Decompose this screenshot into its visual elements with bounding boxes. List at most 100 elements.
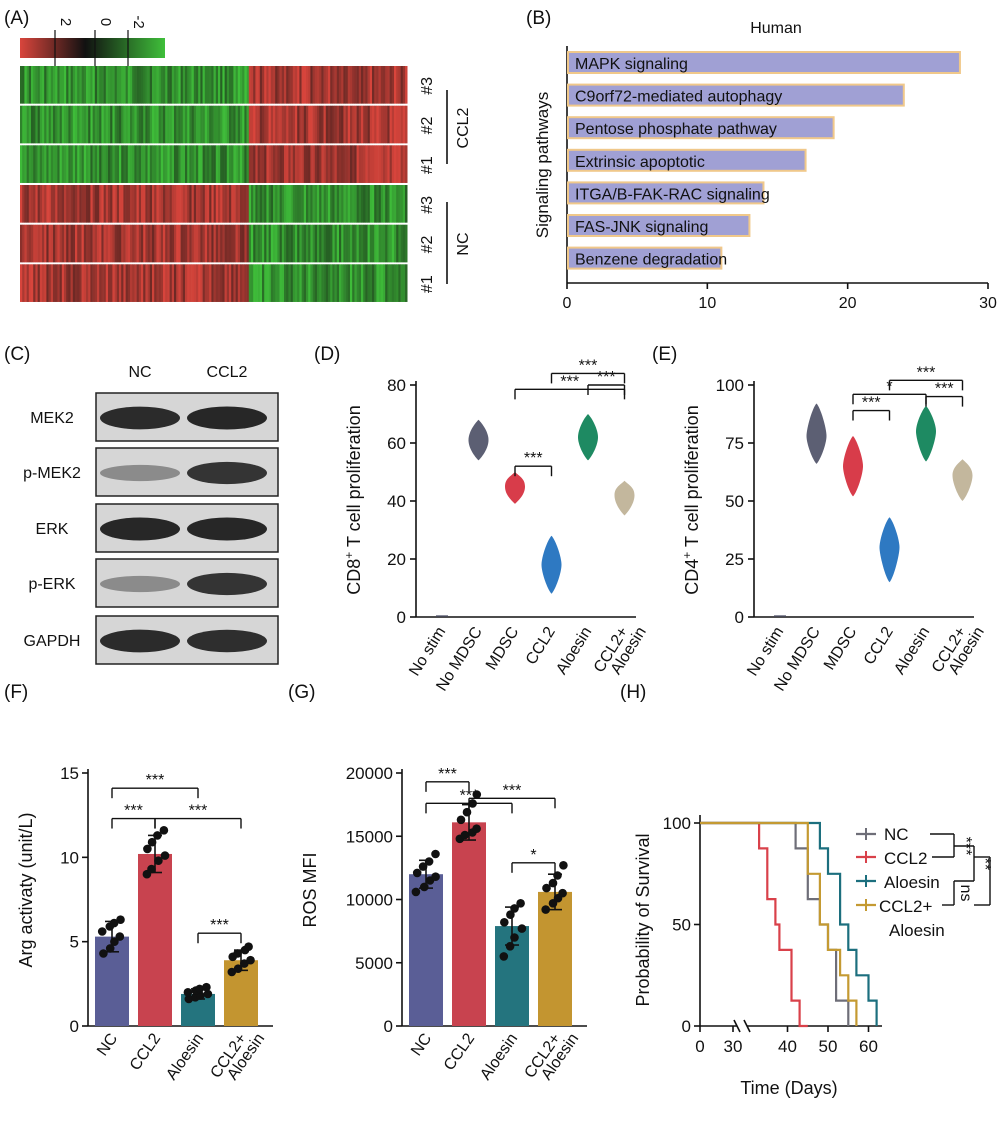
heatmap-cell <box>200 105 203 144</box>
heatmap-cell <box>297 66 300 104</box>
bar-category-label: Extrinsic apoptotic <box>575 154 705 171</box>
heatmap-cell <box>147 145 151 183</box>
heatmap-cell <box>108 264 111 302</box>
blot-band <box>187 572 267 596</box>
heatmap-cell <box>330 185 333 223</box>
heatmap-cell <box>358 224 362 263</box>
heatmap-cell <box>24 145 27 183</box>
y-tick-label: 10000 <box>346 891 393 910</box>
heatmap-cell <box>101 264 104 302</box>
heatmap-cell <box>284 105 287 144</box>
data-point <box>424 857 434 866</box>
heatmap-cell <box>127 224 131 263</box>
heatmap-cell <box>132 224 135 263</box>
group-label-nc: NC <box>455 232 472 255</box>
heatmap-cell <box>28 66 32 104</box>
heatmap-cell <box>251 66 254 104</box>
x-tick-label: 10 <box>698 295 716 312</box>
heatmap-cell <box>70 105 74 144</box>
heatmap-cell <box>154 105 157 144</box>
heatmap-cell <box>385 66 388 104</box>
heatmap-cell <box>127 66 131 104</box>
heatmap-cell <box>116 105 120 144</box>
heatmap-cell <box>231 66 234 104</box>
y-tick-label: 75 <box>725 434 744 453</box>
heatmap-cell <box>42 105 45 144</box>
heatmap-cell <box>277 66 280 104</box>
heatmap-cell <box>50 145 54 183</box>
heatmap-cell <box>259 224 263 263</box>
heatmap-cell <box>138 264 142 302</box>
heatmap-cell <box>273 145 276 183</box>
y-tick-label: 100 <box>716 376 744 395</box>
heatmap-cell <box>72 224 76 263</box>
heatmap-cell <box>266 224 269 263</box>
heatmap-cell <box>136 224 140 263</box>
significance-label: *** <box>560 373 579 390</box>
heatmap-cell <box>308 145 311 183</box>
heatmap-cell <box>68 264 71 302</box>
heatmap-cell <box>191 264 195 302</box>
group-label-ccl2: CCL2 <box>455 107 472 148</box>
heatmap-cell <box>119 224 122 263</box>
violin <box>879 517 900 583</box>
heatmap-cell <box>310 66 313 104</box>
heatmap-cell <box>242 105 245 144</box>
y-tick-label: 50 <box>725 492 744 511</box>
y-axis-label: Signaling pathways <box>533 92 552 238</box>
heatmap-cell <box>358 264 362 302</box>
heatmap-cell <box>341 66 344 104</box>
legend-label: NC <box>884 825 909 844</box>
heatmap-cell <box>306 145 309 183</box>
heatmap-cell <box>284 145 287 183</box>
data-point <box>202 982 211 992</box>
heatmap-cell <box>207 185 210 223</box>
heatmap-cell <box>308 66 311 104</box>
heatmap-cell <box>229 66 232 104</box>
blot-band <box>187 461 267 485</box>
heatmap-cell <box>266 66 269 104</box>
heatmap-cell <box>383 264 386 302</box>
heatmap-cell <box>394 224 397 263</box>
heatmap-cell <box>262 264 265 302</box>
data-point <box>505 942 515 951</box>
heatmap-cell <box>101 185 104 223</box>
heatmap-cell <box>350 105 353 144</box>
heatmap-cell <box>319 66 322 104</box>
heatmap-cell <box>211 145 214 183</box>
heatmap-cell <box>376 185 379 223</box>
heatmap-cell <box>158 224 162 263</box>
heatmap-cell <box>240 105 243 144</box>
heatmap-cell <box>332 145 335 183</box>
heatmap-cell <box>314 105 318 144</box>
heatmap-cell <box>136 66 140 104</box>
blot-row-label: p-MEK2 <box>23 465 81 482</box>
heatmap-cell <box>231 264 234 302</box>
heatmap-cell <box>147 224 151 263</box>
heatmap-cell <box>339 66 342 104</box>
heatmap-cell <box>209 66 212 104</box>
heatmap-cell <box>374 185 377 223</box>
heatmap-cell <box>325 185 329 223</box>
heatmap-cell <box>24 224 27 263</box>
blot-band <box>100 629 180 653</box>
heatmap-cell <box>114 185 118 223</box>
y-tick-label: 60 <box>387 434 406 453</box>
heatmap-cell <box>332 264 335 302</box>
heatmap-cell <box>301 66 305 104</box>
significance-label: *** <box>438 766 457 783</box>
heatmap-cell <box>77 224 80 263</box>
heatmap-cell <box>275 66 278 104</box>
heatmap-cell <box>116 264 120 302</box>
heatmap-cell <box>88 66 91 104</box>
heatmap-cell <box>90 224 93 263</box>
heatmap-cell <box>240 185 243 223</box>
heatmap-cell <box>341 264 344 302</box>
heatmap-cell <box>110 224 113 263</box>
heatmap-cell <box>55 145 58 183</box>
heatmap-cell <box>66 264 69 302</box>
heatmap-cell <box>343 224 346 263</box>
heatmap-cell <box>90 66 93 104</box>
heatmap-cell <box>405 224 408 263</box>
heatmap-cell <box>123 66 126 104</box>
